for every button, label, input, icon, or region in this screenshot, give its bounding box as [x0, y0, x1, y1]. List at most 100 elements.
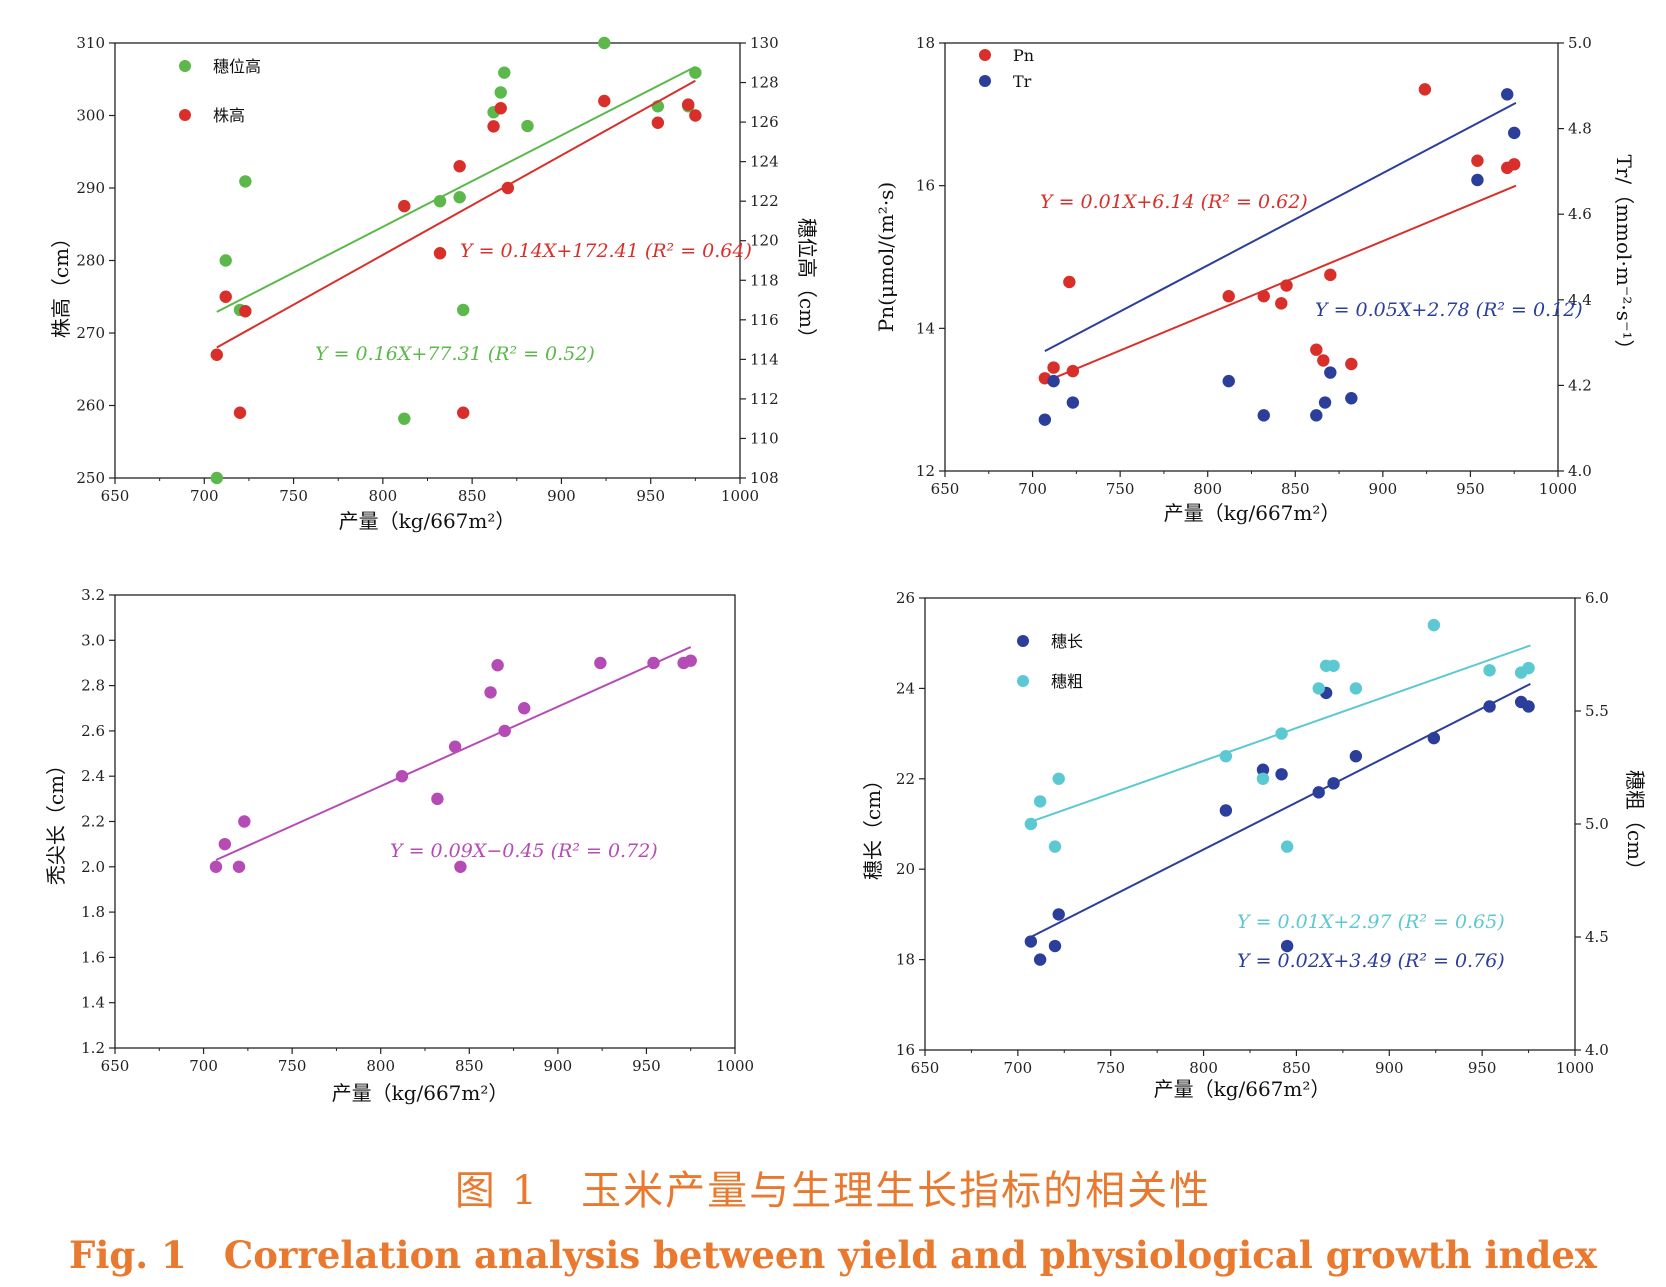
x-tick-label: 800 [369, 487, 398, 505]
y-tick-label: 310 [76, 34, 105, 52]
y-axis-title: 株高（cm） [49, 228, 73, 338]
data-point [1063, 275, 1076, 289]
data-point [1310, 343, 1323, 356]
data-point [1324, 268, 1337, 282]
x-tick-label: 650 [931, 480, 960, 498]
data-point [598, 94, 611, 108]
data-point [1048, 840, 1062, 853]
data-point [453, 191, 466, 204]
data-point [494, 102, 507, 115]
y2-tick-label: 118 [750, 271, 779, 289]
x-tick-label: 750 [1106, 480, 1135, 498]
data-point [433, 247, 447, 260]
y2-axis-title: Tr/（mmol·m⁻²·s⁻¹） [1612, 154, 1636, 359]
fit-line [1044, 184, 1517, 383]
data-point [1345, 357, 1358, 371]
data-point [219, 254, 232, 267]
y-tick-label: 1.6 [81, 948, 105, 966]
y-tick-label: 250 [76, 469, 105, 487]
data-point [453, 160, 466, 173]
y2-axis-title: 穗粗（cm） [1623, 770, 1647, 880]
data-point [1508, 158, 1521, 171]
data-point [1275, 768, 1288, 781]
data-point [647, 656, 660, 670]
data-point [594, 656, 607, 670]
legend-marker [179, 60, 191, 72]
series-b-0: Y = 0.01X+6.14 (R² = 0.62) Pn [979, 46, 1521, 385]
data-point [398, 199, 411, 213]
data-point [651, 116, 665, 129]
y2-tick-label: 5.0 [1568, 34, 1592, 52]
chart-panel-a: 650 700 750 800 850 900 950 1000 250 260 270 280 290… [49, 34, 819, 533]
y-axis-title: 穗长（cm） [861, 770, 885, 880]
y-tick-label: 1.8 [81, 903, 105, 921]
x-tick-label: 900 [1375, 1059, 1404, 1077]
legend-label: 穗粗 [1051, 672, 1083, 691]
data-point [1052, 772, 1065, 785]
y-tick-label: 26 [896, 589, 915, 607]
data-point [689, 109, 702, 122]
fit-line [1044, 102, 1517, 353]
x-tick-label: 950 [1456, 480, 1485, 498]
regression-equation: Y = 0.02X+3.49 (R² = 0.76) [1237, 950, 1505, 972]
y2-tick-label: 122 [750, 192, 779, 210]
data-point [1418, 83, 1432, 96]
data-point [521, 119, 534, 133]
data-point [1033, 953, 1047, 966]
y2-tick-label: 112 [750, 390, 779, 408]
data-point [1038, 413, 1052, 426]
x-tick-label: 700 [189, 1057, 218, 1075]
data-point [1427, 731, 1441, 745]
data-point [1483, 664, 1496, 677]
data-point [233, 406, 247, 419]
data-point [1349, 750, 1363, 763]
x-tick-label: 650 [101, 1057, 130, 1075]
chart-panel-c: 650 700 750 800 850 900 950 1000 1.2 1.4 1.6 1.8 2.0… [44, 586, 754, 1105]
plot-frame [944, 42, 1559, 472]
data-point [684, 654, 697, 667]
y2-tick-label: 5.5 [1585, 702, 1609, 720]
data-point [395, 770, 409, 783]
y2-tick-label: 116 [750, 311, 779, 329]
data-point [218, 837, 232, 851]
x-tick-label: 950 [1468, 1059, 1497, 1077]
x-tick-label: 900 [547, 487, 576, 505]
data-point [1257, 409, 1270, 422]
series-c-0: Y = 0.09X−0.45 (R² = 0.72) [209, 646, 697, 873]
data-point [1033, 795, 1047, 808]
data-point [494, 86, 507, 99]
data-point [518, 702, 531, 715]
y2-tick-label: 4.4 [1568, 291, 1592, 309]
data-point [1219, 804, 1233, 817]
data-point [501, 181, 515, 195]
y-tick-label: 270 [76, 324, 105, 342]
data-point [448, 740, 462, 753]
data-point [209, 860, 223, 873]
y-tick-label: 1.2 [81, 1039, 105, 1057]
y2-tick-label: 6.0 [1585, 589, 1609, 607]
y2-tick-label: 110 [750, 429, 779, 447]
x-axis-title: 产量（kg/667m²） [339, 509, 516, 533]
data-point [1312, 682, 1325, 695]
series-b-1: Y = 0.05X+2.78 (R² = 0.12) Tr [979, 72, 1583, 426]
chart-panel-b: 650 700 750 800 850 900 950 1000 12 14 16 18 4.0 4.2 4… [874, 34, 1636, 525]
data-point [1345, 392, 1358, 405]
x-tick-label: 750 [279, 487, 308, 505]
data-point [498, 66, 511, 79]
x-tick-label: 850 [455, 1057, 484, 1075]
x-tick-label: 650 [911, 1059, 940, 1077]
data-point [598, 36, 611, 50]
y2-tick-label: 4.0 [1585, 1041, 1609, 1059]
data-point [1317, 354, 1330, 367]
y2-tick-label: 5.0 [1585, 815, 1609, 833]
legend-marker [1017, 635, 1029, 647]
data-point [1052, 908, 1065, 921]
x-axis-title: 产量（kg/667m²） [332, 1081, 509, 1105]
data-point [210, 348, 223, 361]
data-point [1024, 935, 1038, 948]
legend-label: Pn [1013, 46, 1034, 65]
x-tick-label: 650 [101, 487, 130, 505]
data-point [1483, 700, 1496, 713]
x-tick-label: 700 [190, 487, 219, 505]
